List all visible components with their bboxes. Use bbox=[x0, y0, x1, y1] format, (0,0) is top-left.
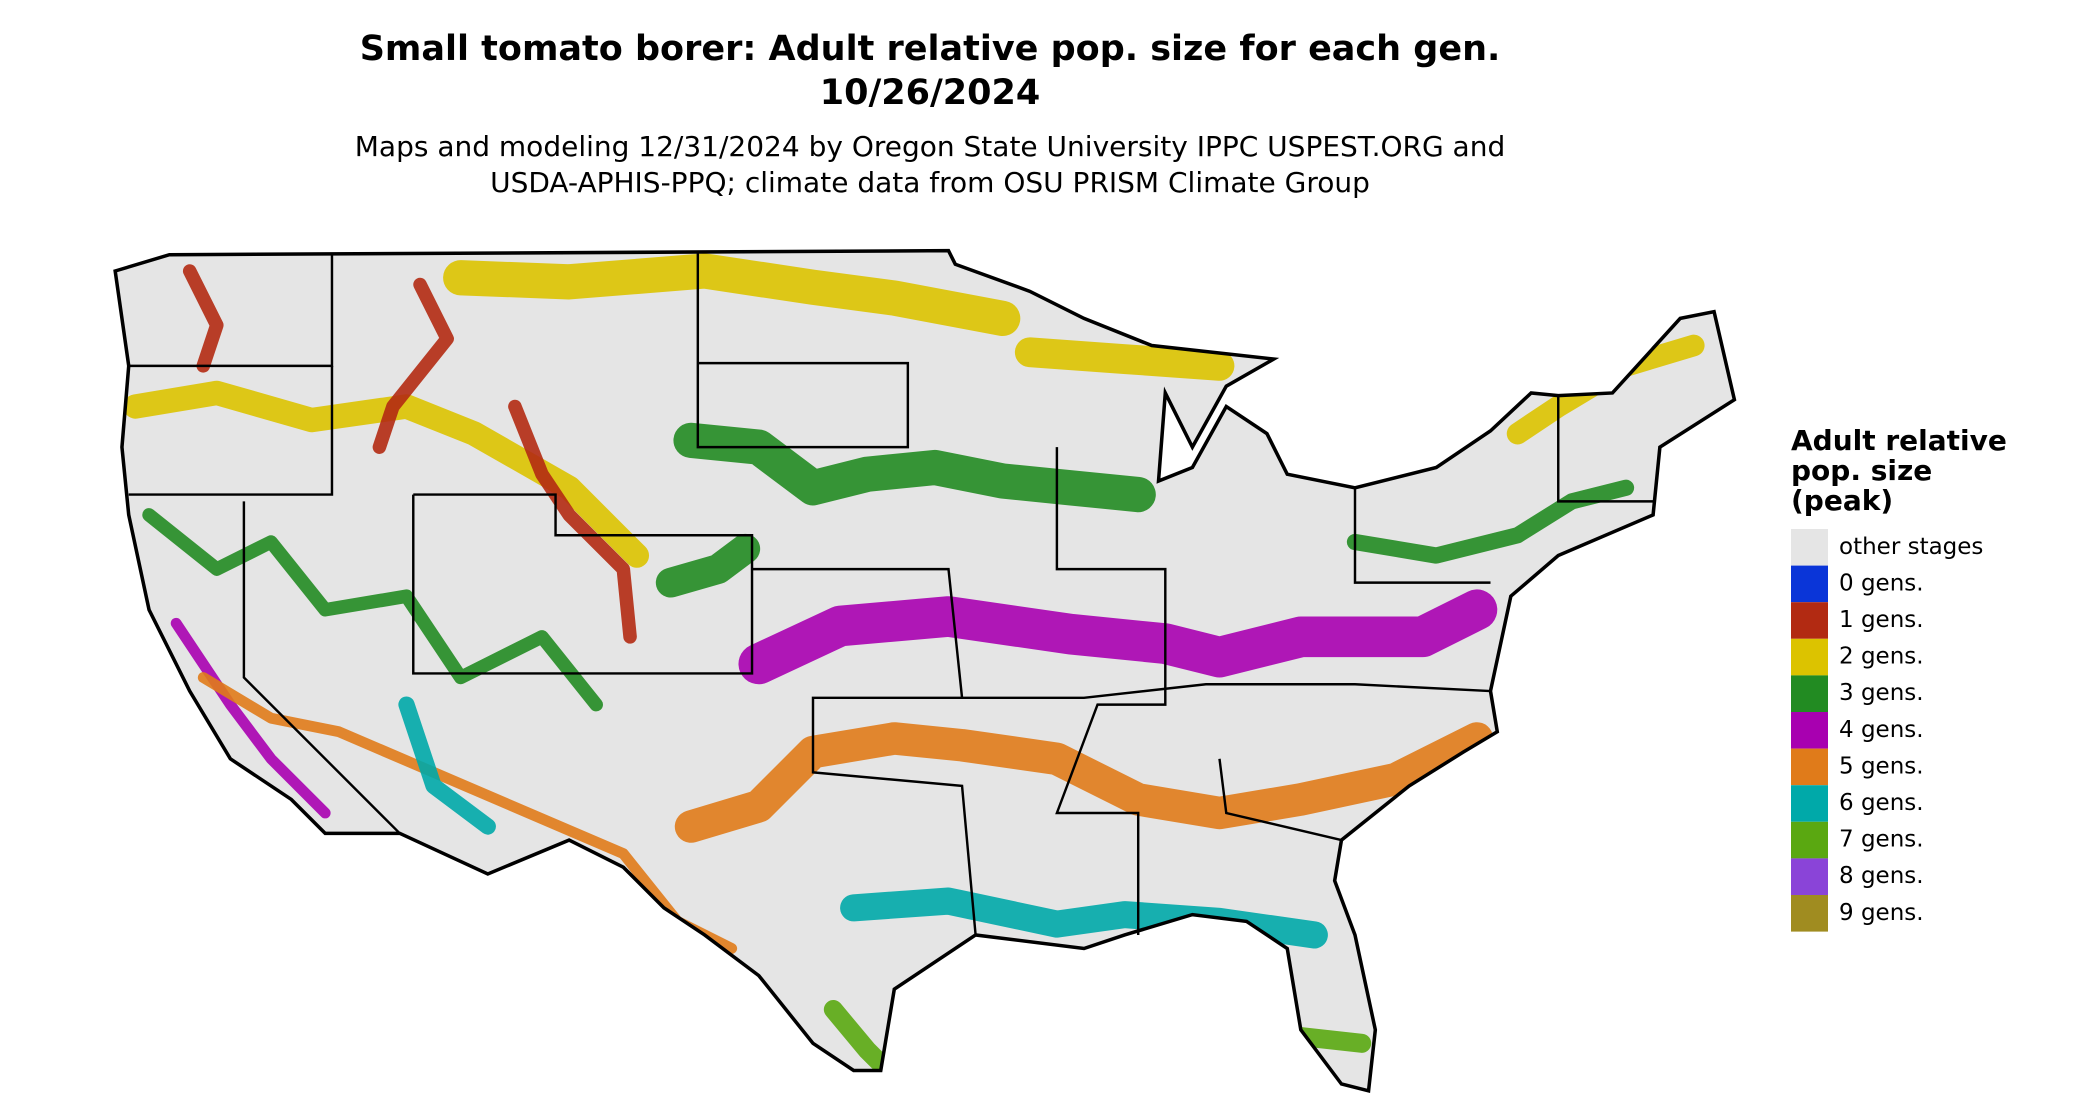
legend-swatch bbox=[1791, 529, 1828, 566]
state-border bbox=[1218, 758, 1342, 842]
band-7 bbox=[1291, 1027, 1372, 1053]
state-border bbox=[1353, 487, 1491, 584]
state-border bbox=[128, 365, 334, 496]
band-2 bbox=[443, 253, 1021, 337]
band-5 bbox=[674, 722, 1494, 843]
map bbox=[113, 248, 1737, 1093]
legend-swatch bbox=[1791, 895, 1828, 932]
legend-label: other stages bbox=[1839, 534, 1983, 560]
land bbox=[115, 250, 1735, 1091]
legend-swatch bbox=[1791, 675, 1828, 712]
band-3 bbox=[673, 422, 1156, 513]
legend-label: 4 gens. bbox=[1839, 717, 1924, 743]
legend-title: Adult relative bbox=[1791, 424, 2007, 457]
band-3 bbox=[142, 508, 603, 712]
band-1 bbox=[372, 277, 454, 454]
legend-label: 6 gens. bbox=[1839, 790, 1924, 816]
legend-swatch bbox=[1791, 565, 1828, 603]
band-1 bbox=[508, 399, 637, 644]
state-border bbox=[752, 567, 977, 936]
legend-title: (peak) bbox=[1791, 484, 1893, 517]
legend-label: 2 gens. bbox=[1839, 644, 1924, 670]
state-border bbox=[1557, 395, 1654, 503]
band-3 bbox=[1346, 479, 1635, 564]
legend-title: pop. size bbox=[1791, 454, 1932, 487]
legend-swatch bbox=[1791, 785, 1828, 822]
state-borders bbox=[128, 250, 1654, 936]
subtitle-line: Maps and modeling 12/31/2024 by Oregon S… bbox=[355, 130, 1506, 163]
legend-label: 0 gens. bbox=[1839, 570, 1924, 596]
legend-label: 3 gens. bbox=[1839, 680, 1924, 706]
state-border bbox=[962, 683, 1491, 700]
band-6 bbox=[398, 696, 496, 835]
legend-label: 7 gens. bbox=[1839, 827, 1924, 853]
legend-swatch bbox=[1791, 602, 1828, 639]
band-3 bbox=[655, 533, 761, 598]
legend: Adult relative pop. size (peak) other st… bbox=[1791, 424, 2007, 932]
legend-label: 8 gens. bbox=[1839, 863, 1924, 889]
state-border bbox=[696, 250, 910, 449]
band-2 bbox=[1014, 337, 1235, 381]
legend-label: 5 gens. bbox=[1839, 753, 1924, 779]
title-line: Small tomato borer: Adult relative pop. … bbox=[360, 29, 1501, 69]
band-2 bbox=[123, 380, 650, 568]
legend-swatch bbox=[1791, 858, 1828, 895]
band-4 bbox=[170, 617, 331, 819]
legend-swatch bbox=[1791, 821, 1828, 859]
subtitle-line: USDA-APHIS-PPQ; climate data from OSU PR… bbox=[490, 166, 1370, 199]
legend-label: 9 gens. bbox=[1839, 900, 1924, 926]
legend-swatch bbox=[1791, 748, 1828, 786]
title-date: 10/26/2024 bbox=[820, 73, 1040, 113]
legend-swatch bbox=[1791, 638, 1828, 676]
state-border bbox=[412, 493, 754, 675]
generation-bands bbox=[123, 253, 1705, 1080]
state-border bbox=[242, 501, 401, 835]
legend-swatch bbox=[1791, 712, 1828, 749]
band-1 bbox=[182, 264, 224, 373]
legend-label: 1 gens. bbox=[1839, 607, 1924, 633]
state-border bbox=[1055, 447, 1167, 935]
